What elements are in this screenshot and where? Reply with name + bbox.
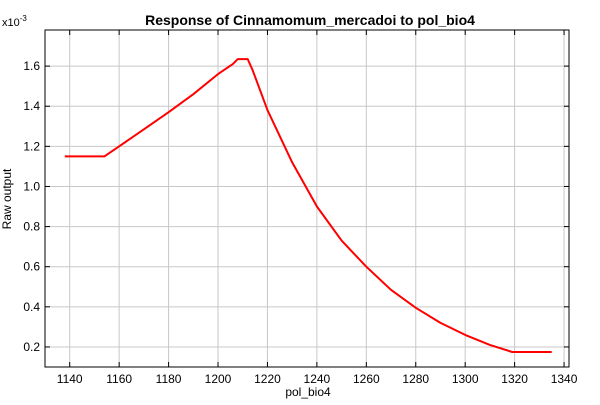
- tick-layer: 1140 1160 1180 1200 1220 1240 1260 1280 1300 1320…: [23, 30, 578, 386]
- y-multiplier: x10-3: [2, 14, 27, 29]
- y-tick-label: 0.6: [23, 260, 40, 274]
- y-tick-label: 0.4: [23, 300, 40, 314]
- y-tick-label: 1.4: [23, 99, 40, 113]
- y-tick-label: 0.2: [23, 340, 40, 354]
- grid-layer: [45, 30, 569, 367]
- y-tick-label: 1.0: [23, 179, 40, 193]
- x-tick-label: 1160: [106, 372, 132, 386]
- y-tick-label: 0.8: [23, 220, 40, 234]
- x-tick-label: 1280: [402, 372, 429, 386]
- x-axis-label: pol_bio4: [285, 385, 331, 399]
- chart-title: Response of Cinnamomum_mercadoi to pol_b…: [145, 12, 475, 28]
- x-tick-label: 1140: [57, 372, 83, 386]
- x-tick-label: 1240: [304, 372, 331, 386]
- x-tick-label: 1320: [501, 372, 528, 386]
- series-line: [64, 58, 552, 353]
- y-tick-label: 1.6: [23, 59, 40, 73]
- x-tick-label: 1340: [551, 372, 578, 386]
- x-tick-label: 1220: [254, 372, 281, 386]
- x-tick-label: 1300: [452, 372, 479, 386]
- x-tick-label: 1180: [156, 372, 182, 386]
- x-tick-label: 1260: [353, 372, 380, 386]
- plot-frame: [44, 29, 570, 368]
- y-axis-label: Raw output: [0, 168, 14, 229]
- x-tick-label: 1200: [205, 372, 232, 386]
- y-tick-label: 1.2: [23, 139, 40, 153]
- series-layer: [64, 58, 552, 353]
